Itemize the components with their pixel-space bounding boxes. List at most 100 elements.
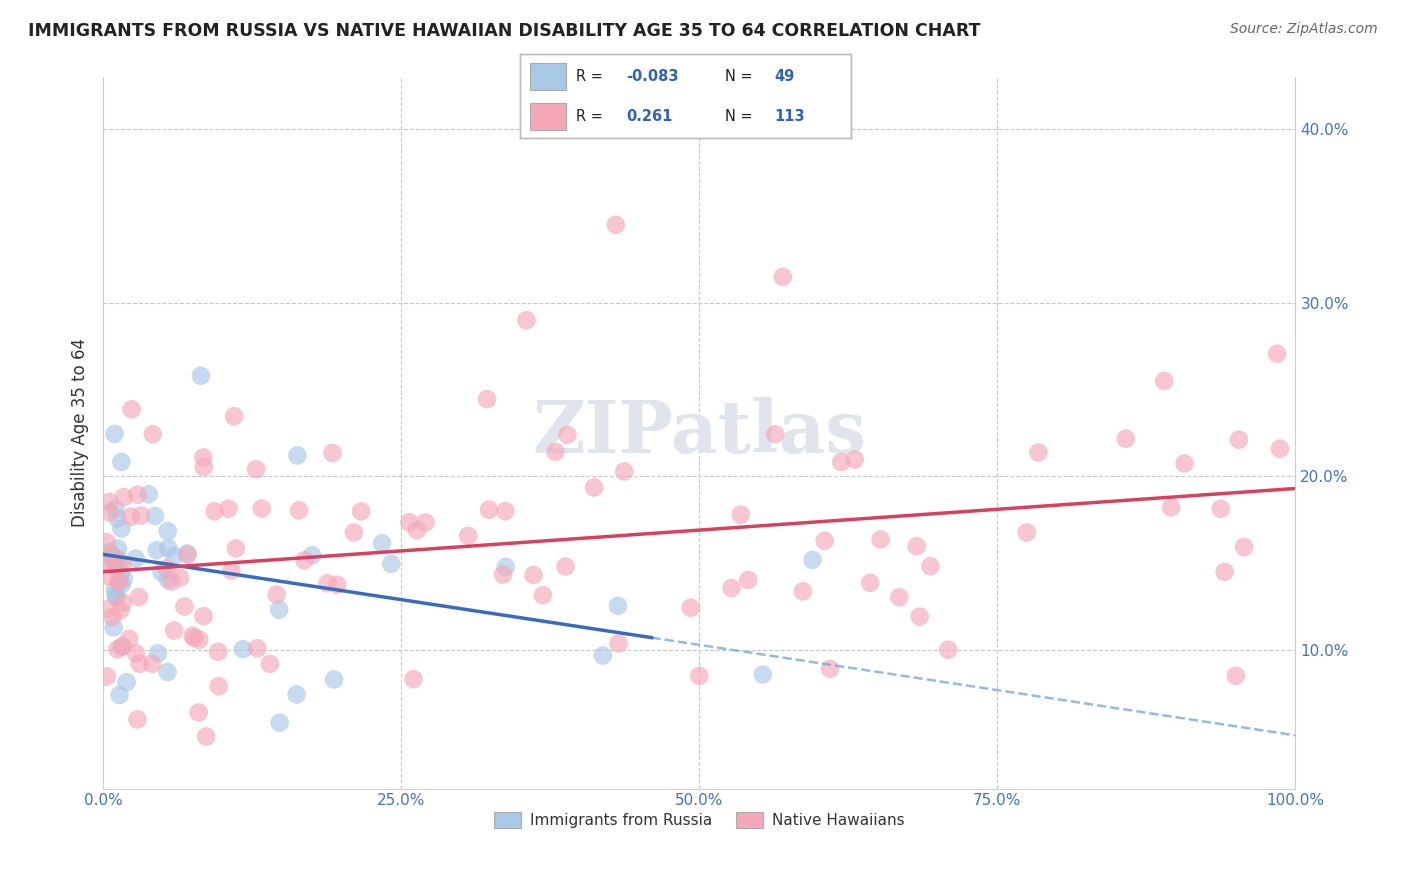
Point	[475, 392, 498, 406]
Point	[478, 502, 501, 516]
Point	[322, 446, 344, 460]
Point	[343, 525, 366, 540]
Point	[163, 624, 186, 638]
Point	[115, 675, 138, 690]
Point	[108, 556, 131, 570]
FancyBboxPatch shape	[530, 62, 567, 90]
Point	[245, 462, 267, 476]
Point	[737, 573, 759, 587]
Point	[176, 546, 198, 560]
Point	[98, 506, 121, 520]
Text: -0.083: -0.083	[626, 69, 679, 84]
Point	[169, 571, 191, 585]
Point	[557, 427, 579, 442]
Text: 49: 49	[775, 69, 794, 84]
Point	[104, 589, 127, 603]
Legend: Immigrants from Russia, Native Hawaiians: Immigrants from Russia, Native Hawaiians	[488, 806, 911, 834]
Point	[266, 588, 288, 602]
Text: R =: R =	[576, 69, 607, 84]
Point	[107, 642, 129, 657]
Point	[120, 509, 142, 524]
Point	[208, 679, 231, 693]
Point	[582, 481, 605, 495]
Point	[1227, 433, 1250, 447]
Point	[176, 548, 198, 562]
Point	[112, 490, 135, 504]
Point	[107, 552, 129, 566]
Point	[129, 508, 152, 523]
Point	[193, 450, 215, 465]
Point	[156, 665, 179, 679]
Point	[163, 549, 186, 563]
Point	[101, 610, 124, 624]
Point	[269, 603, 291, 617]
Text: 0.261: 0.261	[626, 109, 672, 124]
Point	[150, 565, 173, 579]
Point	[173, 599, 195, 614]
Point	[110, 640, 132, 654]
Point	[259, 657, 281, 671]
Point	[195, 730, 218, 744]
Point	[406, 523, 429, 537]
Point	[193, 459, 215, 474]
Text: 113: 113	[775, 109, 806, 124]
Point	[221, 564, 243, 578]
Point	[125, 551, 148, 566]
Point	[830, 455, 852, 469]
Point	[156, 524, 179, 538]
Point	[104, 559, 127, 574]
Point	[98, 495, 121, 509]
Point	[1115, 432, 1137, 446]
Point	[801, 553, 824, 567]
Point	[269, 715, 291, 730]
Point	[225, 541, 247, 556]
Point	[554, 559, 576, 574]
Point	[605, 218, 627, 232]
Point	[105, 590, 128, 604]
Point	[763, 427, 786, 442]
Point	[188, 632, 211, 647]
Point	[183, 631, 205, 645]
Point	[1213, 565, 1236, 579]
Point	[515, 313, 537, 327]
Point	[97, 545, 120, 559]
Point	[193, 609, 215, 624]
Point	[844, 452, 866, 467]
Point	[104, 582, 127, 597]
Point	[146, 646, 169, 660]
Point	[398, 515, 420, 529]
Point	[607, 636, 630, 650]
Point	[371, 536, 394, 550]
Point	[157, 541, 180, 556]
Point	[141, 657, 163, 671]
Point	[138, 487, 160, 501]
Point	[110, 603, 132, 617]
Point	[920, 559, 942, 574]
Text: N =: N =	[725, 69, 758, 84]
Point	[751, 667, 773, 681]
Point	[1015, 525, 1038, 540]
Point	[111, 557, 134, 571]
Point	[218, 501, 240, 516]
Point	[157, 573, 180, 587]
Point	[531, 588, 554, 602]
Point	[204, 504, 226, 518]
Point	[688, 669, 710, 683]
Point	[156, 561, 179, 575]
Point	[232, 642, 254, 657]
FancyBboxPatch shape	[530, 103, 567, 130]
Point	[112, 596, 135, 610]
Text: N =: N =	[725, 109, 758, 124]
Point	[111, 639, 134, 653]
Text: ZIPatlas: ZIPatlas	[533, 398, 866, 468]
Point	[100, 553, 122, 567]
Point	[107, 574, 129, 588]
Point	[792, 584, 814, 599]
Point	[1160, 500, 1182, 515]
Point	[128, 590, 150, 604]
Point	[110, 522, 132, 536]
Point	[402, 672, 425, 686]
Point	[294, 553, 316, 567]
Point	[814, 533, 837, 548]
Point	[730, 508, 752, 522]
